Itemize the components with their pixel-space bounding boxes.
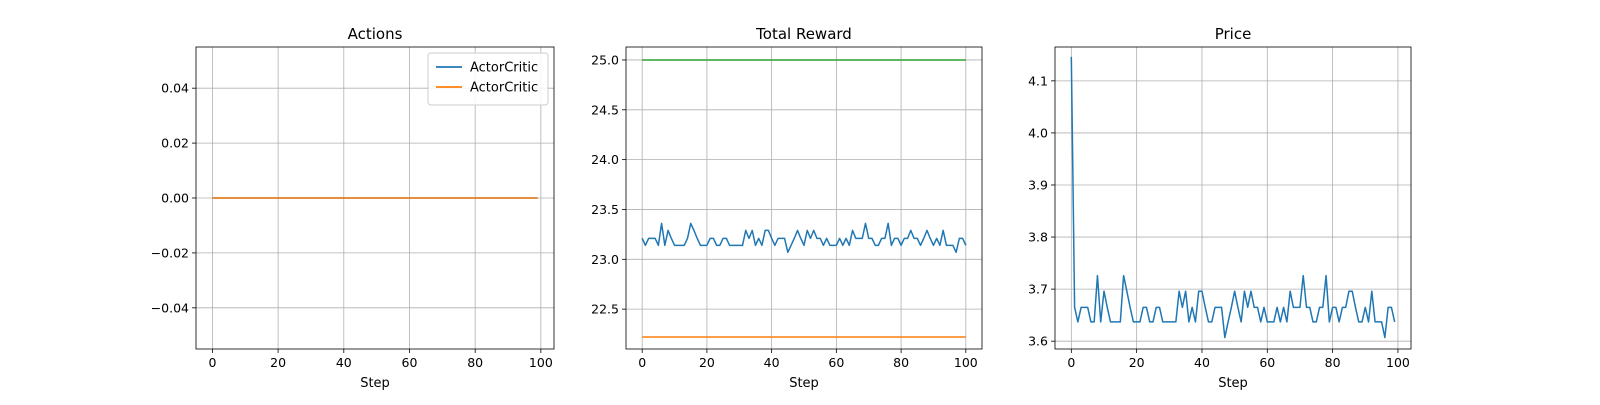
x-tick-label: 20 (270, 355, 286, 370)
legend-label: ActorCritic (470, 61, 538, 76)
x-tick-label: 80 (893, 355, 909, 370)
x-tick-label: 100 (1386, 355, 1410, 370)
axes-frame (625, 46, 983, 350)
y-tick-label: 3.6 (1028, 334, 1048, 349)
x-axis-label: Step (789, 376, 819, 391)
x-tick-label: 0 (638, 355, 646, 370)
charts-container: 0 20 40 60 80 100 −0.04 −0.02 0.00 0.02 0.04 Action… (151, 25, 1412, 391)
chart-title: Price (1215, 25, 1252, 43)
x-tick-label: 20 (1129, 355, 1145, 370)
x-axis-label: Step (1218, 376, 1248, 391)
y-tick-label: 3.8 (1028, 230, 1048, 245)
x-tick-label: 40 (336, 355, 352, 370)
legend: ActorCritic ActorCritic (427, 52, 549, 106)
y-tick-label: 0.02 (161, 136, 189, 151)
chart-2: 0 20 40 60 80 100 3.6 3.7 3.8 3.9 4.0 4.1 Price Step (1028, 25, 1412, 391)
x-tick-label: 60 (828, 355, 844, 370)
y-tick-label: 24.5 (591, 102, 619, 117)
y-tick-label: 23.0 (591, 252, 619, 267)
legend-label: ActorCritic (470, 81, 538, 96)
x-tick-label: 40 (1194, 355, 1210, 370)
x-tick-label: 80 (467, 355, 483, 370)
x-tick-label: 0 (1067, 355, 1075, 370)
legend-box (427, 52, 549, 106)
y-tick-label: 0.00 (161, 191, 189, 206)
y-tick-label: 23.5 (591, 202, 619, 217)
y-tick-label: 24.0 (591, 152, 619, 167)
chart-0: 0 20 40 60 80 100 −0.04 −0.02 0.00 0.02 0.04 Action… (151, 25, 555, 391)
x-tick-label: 40 (764, 355, 780, 370)
series-line-2 (641, 222, 967, 254)
series-line-0 (1070, 56, 1396, 339)
axes-frame (1054, 46, 1412, 350)
y-tick-label: −0.04 (151, 300, 189, 315)
y-tick-label: 4.1 (1028, 73, 1048, 88)
x-tick-label: 60 (1259, 355, 1275, 370)
x-tick-label: 20 (699, 355, 715, 370)
chart-title: Actions (348, 25, 403, 43)
chart-title: Total Reward (755, 25, 852, 43)
y-tick-label: 0.04 (161, 81, 189, 96)
y-tick-label: 25.0 (591, 52, 619, 67)
x-axis-label: Step (360, 376, 390, 391)
y-tick-label: 22.5 (591, 302, 619, 317)
y-tick-label: 4.0 (1028, 125, 1048, 140)
y-tick-label: 3.9 (1028, 177, 1048, 192)
x-tick-label: 0 (208, 355, 216, 370)
x-tick-label: 80 (1325, 355, 1341, 370)
x-tick-label: 100 (954, 355, 978, 370)
y-tick-label: 3.7 (1028, 282, 1048, 297)
x-tick-label: 60 (402, 355, 418, 370)
chart-1: 0 20 40 60 80 100 22.5 23.0 23.5 24.0 24.5 25.0 Tota… (591, 25, 983, 391)
x-tick-label: 100 (529, 355, 553, 370)
y-tick-label: −0.02 (151, 245, 189, 260)
